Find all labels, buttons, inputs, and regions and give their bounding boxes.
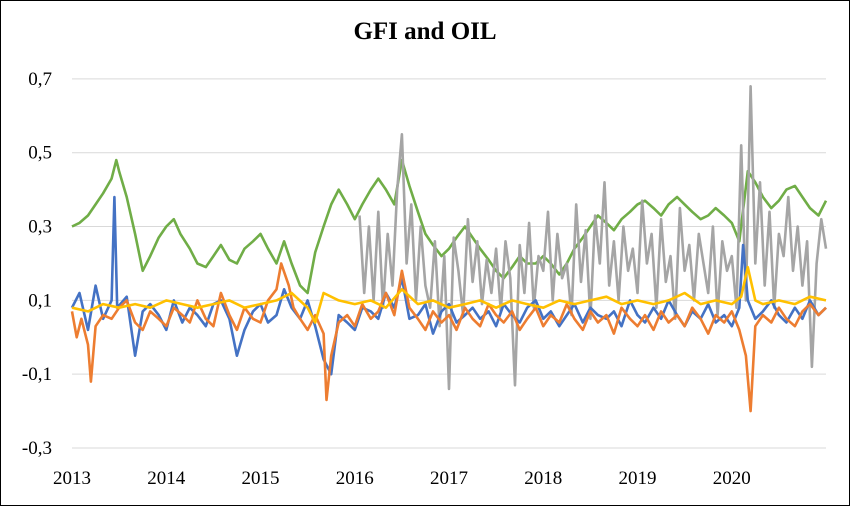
x-tick-label: 2013 — [53, 468, 91, 489]
grid-lines — [72, 78, 826, 449]
y-axis-ticks: -0,3 -0,1 0,1 0,3 0,5 0,7 — [22, 69, 52, 459]
y-tick-label: 0,3 — [28, 217, 52, 238]
series-layer — [70, 85, 828, 413]
y-tick-label: -0,1 — [22, 364, 52, 385]
y-tick-label: 0,7 — [28, 69, 52, 90]
x-tick-label: 2016 — [336, 468, 374, 489]
y-tick-label: -0,3 — [22, 438, 52, 459]
y-tick-label: 0,1 — [28, 290, 52, 311]
y-tick-label: 0,5 — [28, 143, 52, 164]
x-tick-label: 2014 — [147, 468, 186, 489]
series-line-1 — [71, 158, 828, 295]
x-axis-ticks: 2013 2014 2015 2016 2017 2018 2019 2020 — [53, 468, 751, 489]
series-line-5 — [71, 265, 827, 324]
series-line-4 — [70, 262, 827, 413]
x-tick-label: 2019 — [619, 468, 657, 489]
x-tick-label: 2018 — [524, 468, 562, 489]
chart-title: GFI and OIL — [353, 18, 497, 45]
x-tick-label: 2015 — [242, 468, 280, 489]
series-line-3 — [70, 195, 827, 376]
x-tick-label: 2020 — [713, 468, 751, 489]
series-line-2 — [358, 85, 828, 391]
x-tick-label: 2017 — [430, 468, 468, 489]
